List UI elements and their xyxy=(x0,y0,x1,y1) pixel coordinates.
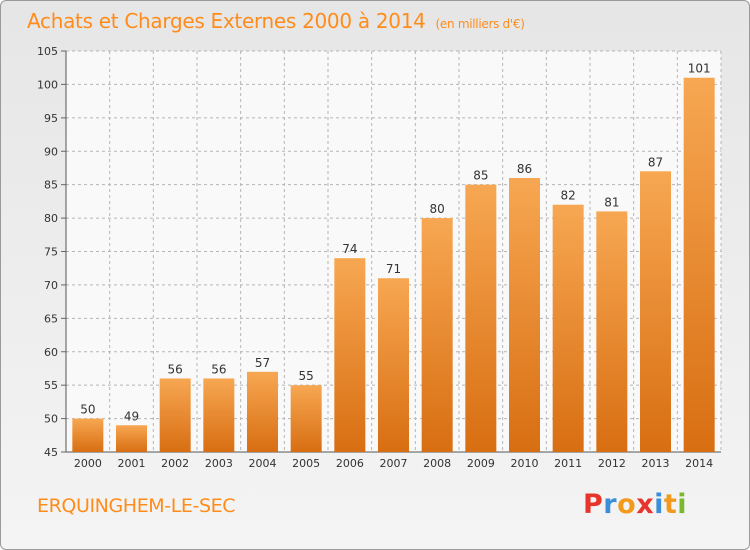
x-tick-label: 2009 xyxy=(467,457,495,470)
y-tick-label: 45 xyxy=(44,446,58,459)
bar xyxy=(159,378,191,452)
y-tick-label: 90 xyxy=(44,145,58,158)
x-tick-label: 2001 xyxy=(118,457,146,470)
bar xyxy=(640,171,671,453)
bar xyxy=(465,184,497,452)
y-tick-label: 95 xyxy=(44,112,58,125)
bar xyxy=(203,378,235,452)
data-label: 86 xyxy=(517,162,532,176)
data-label: 57 xyxy=(255,356,270,370)
data-label: 85 xyxy=(473,169,488,183)
y-tick-label: 75 xyxy=(44,246,58,259)
bar xyxy=(421,218,453,452)
x-tick-label: 2000 xyxy=(74,457,102,470)
data-label: 56 xyxy=(168,362,183,376)
logo-letter: x xyxy=(636,489,655,520)
data-label: 56 xyxy=(211,362,226,376)
x-tick-label: 2012 xyxy=(598,457,626,470)
x-tick-label: 2002 xyxy=(161,457,189,470)
chart-unit: (en milliers d'€) xyxy=(435,17,525,31)
logo-letter: P xyxy=(583,489,604,520)
bar xyxy=(247,371,278,452)
commune-name: ERQUINGHEM-LE-SEC xyxy=(37,495,236,517)
bar xyxy=(378,278,409,452)
bar xyxy=(116,425,147,452)
x-tick-label: 2006 xyxy=(336,457,364,470)
bar xyxy=(683,77,715,452)
data-label: 49 xyxy=(124,409,139,423)
logo-letter: t xyxy=(663,489,678,520)
bar xyxy=(72,418,104,452)
y-tick-label: 85 xyxy=(44,179,58,192)
x-tick-label: 2008 xyxy=(423,457,451,470)
bar xyxy=(509,177,540,452)
data-label: 71 xyxy=(386,262,401,276)
bar xyxy=(596,211,628,452)
x-tick-label: 2013 xyxy=(642,457,670,470)
y-tick-label: 100 xyxy=(37,78,58,91)
data-label: 81 xyxy=(604,195,619,209)
x-tick-label: 2003 xyxy=(205,457,233,470)
data-label: 50 xyxy=(80,403,95,417)
x-tick-label: 2011 xyxy=(554,457,582,470)
y-tick-label: 60 xyxy=(44,346,58,359)
data-label: 82 xyxy=(561,189,576,203)
logo-letter: o xyxy=(617,489,637,520)
y-tick-label: 105 xyxy=(37,45,58,58)
data-label: 74 xyxy=(342,242,357,256)
data-label: 80 xyxy=(430,202,445,216)
bar xyxy=(290,385,322,452)
y-tick-label: 50 xyxy=(44,413,58,426)
x-tick-label: 2014 xyxy=(685,457,713,470)
bar xyxy=(552,204,584,452)
logo-letter: i xyxy=(654,489,664,520)
logo-letter: r xyxy=(603,489,618,520)
data-label: 87 xyxy=(648,155,663,169)
logo-letter: i xyxy=(677,489,688,520)
data-label: 101 xyxy=(688,62,711,76)
proxiti-logo: Proxiti xyxy=(583,489,687,520)
y-tick-label: 65 xyxy=(44,312,58,325)
data-label: 55 xyxy=(299,369,314,383)
x-tick-label: 2005 xyxy=(292,457,320,470)
x-tick-label: 2010 xyxy=(511,457,539,470)
bar xyxy=(334,258,366,452)
y-tick-label: 55 xyxy=(44,379,58,392)
chart-title-text: Achats et Charges Externes 2000 à 2014 xyxy=(27,9,426,33)
x-tick-label: 2007 xyxy=(380,457,408,470)
y-tick-label: 70 xyxy=(44,279,58,292)
x-tick-label: 2004 xyxy=(249,457,277,470)
chart-title: Achats et Charges Externes 2000 à 2014 (e… xyxy=(27,9,525,33)
y-tick-label: 80 xyxy=(44,212,58,225)
